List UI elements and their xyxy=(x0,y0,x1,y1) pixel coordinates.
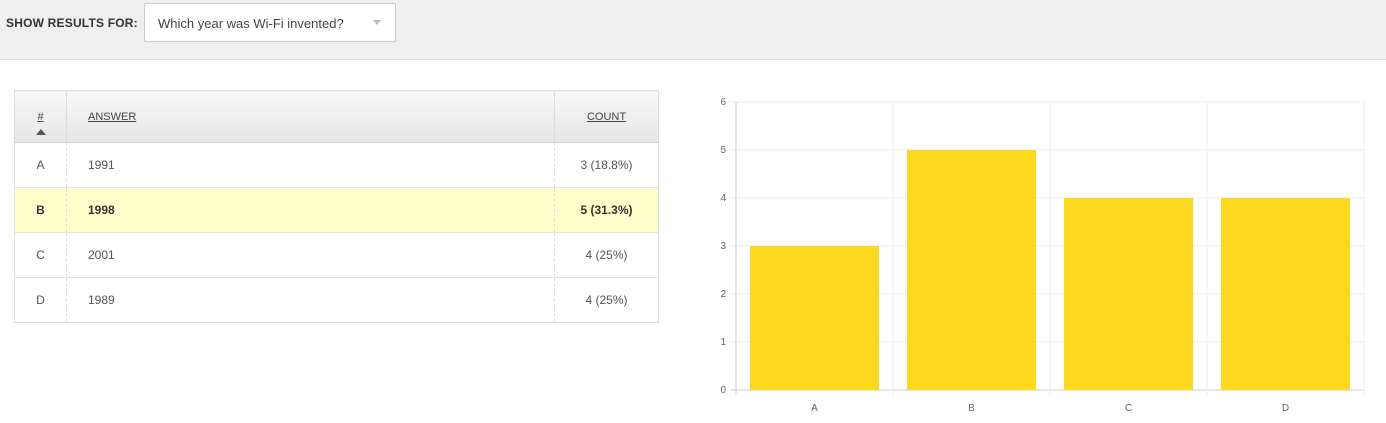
answer-bar-chart: 0 1 2 3 4 5 6 A B C D xyxy=(720,97,1365,414)
x-tick-label: D xyxy=(1282,403,1289,414)
table-header-row: # ANSWER COUNT xyxy=(14,90,659,143)
question-select[interactable]: Which year was Wi-Fi invented? xyxy=(144,3,396,42)
filter-bar: SHOW RESULTS FOR: Which year was Wi-Fi i… xyxy=(0,0,1386,60)
sort-ascending-icon xyxy=(36,129,46,135)
column-header-number[interactable]: # xyxy=(14,90,67,143)
y-tick-label: 3 xyxy=(720,241,726,252)
row-count: 4 (25%) xyxy=(585,293,628,307)
results-table: # ANSWER COUNT A 1991 3 (18.8%) B 1998 5… xyxy=(14,90,659,323)
y-tick-label: 4 xyxy=(720,193,726,204)
row-letter: A xyxy=(14,142,67,188)
column-header-count[interactable]: COUNT xyxy=(554,90,659,143)
row-letter: D xyxy=(14,277,67,323)
bar-a xyxy=(750,246,879,390)
question-select-value: Which year was Wi-Fi invented? xyxy=(158,16,344,31)
bar-d xyxy=(1221,198,1350,390)
table-row-correct: B 1998 5 (31.3%) xyxy=(14,187,659,233)
row-answer: 1998 xyxy=(66,187,555,233)
y-tick-label: 1 xyxy=(720,337,726,348)
x-tick-label: C xyxy=(1125,403,1132,414)
y-tick-label: 0 xyxy=(720,385,726,396)
row-answer: 1991 xyxy=(66,142,555,188)
row-letter: C xyxy=(14,232,67,278)
column-header-answer[interactable]: ANSWER xyxy=(66,90,555,143)
row-answer: 1989 xyxy=(66,277,555,323)
y-tick-label: 5 xyxy=(720,145,726,156)
x-tick-label: B xyxy=(968,403,975,414)
x-tick-label: A xyxy=(811,403,818,414)
column-header-number-label: # xyxy=(37,110,44,123)
bar-c xyxy=(1064,198,1193,390)
row-count: 5 (31.3%) xyxy=(554,187,659,233)
row-count: 4 (25%) xyxy=(554,232,659,278)
y-tick-label: 6 xyxy=(720,97,726,108)
filter-label: SHOW RESULTS FOR: xyxy=(6,16,138,30)
chevron-down-icon xyxy=(373,20,381,25)
y-tick-label: 2 xyxy=(720,289,726,300)
table-row: C 2001 4 (25%) xyxy=(14,232,659,278)
table-row: D 1989 4 (25%) xyxy=(14,277,659,323)
row-answer: 2001 xyxy=(66,232,555,278)
row-letter: B xyxy=(14,187,67,233)
bar-b xyxy=(907,150,1036,390)
table-row: A 1991 3 (18.8%) xyxy=(14,142,659,188)
row-count: 3 (18.8%) xyxy=(554,142,659,188)
